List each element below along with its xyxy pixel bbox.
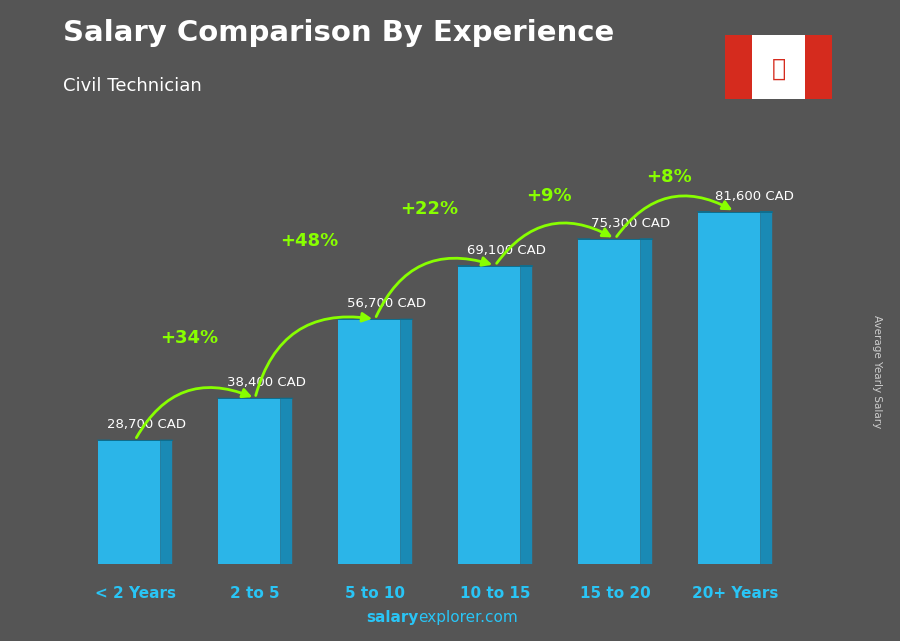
- Text: 10 to 15: 10 to 15: [460, 586, 530, 601]
- Polygon shape: [280, 398, 292, 564]
- Text: +8%: +8%: [646, 168, 692, 186]
- Text: explorer.com: explorer.com: [418, 610, 518, 625]
- Text: salary: salary: [366, 610, 418, 625]
- Polygon shape: [458, 265, 520, 564]
- Text: 56,700 CAD: 56,700 CAD: [347, 297, 427, 310]
- Text: +34%: +34%: [160, 329, 218, 347]
- Polygon shape: [725, 35, 752, 99]
- Text: 81,600 CAD: 81,600 CAD: [715, 190, 794, 203]
- Text: 75,300 CAD: 75,300 CAD: [591, 217, 670, 230]
- Polygon shape: [698, 212, 760, 564]
- Text: Salary Comparison By Experience: Salary Comparison By Experience: [63, 19, 614, 47]
- Polygon shape: [160, 440, 172, 564]
- Text: +9%: +9%: [526, 187, 572, 204]
- Text: 2 to 5: 2 to 5: [230, 586, 280, 601]
- Polygon shape: [218, 398, 280, 564]
- Text: 28,700 CAD: 28,700 CAD: [107, 419, 186, 431]
- Polygon shape: [400, 319, 412, 564]
- Text: Average Yearly Salary: Average Yearly Salary: [872, 315, 883, 428]
- Polygon shape: [98, 440, 160, 564]
- Polygon shape: [578, 239, 640, 564]
- Polygon shape: [760, 212, 772, 564]
- Text: Civil Technician: Civil Technician: [63, 77, 202, 95]
- Text: 🍁: 🍁: [771, 57, 786, 81]
- Text: +48%: +48%: [280, 233, 338, 251]
- Text: 20+ Years: 20+ Years: [692, 586, 778, 601]
- Polygon shape: [520, 265, 532, 564]
- Text: +22%: +22%: [400, 201, 458, 219]
- Polygon shape: [725, 35, 832, 99]
- Text: 15 to 20: 15 to 20: [580, 586, 651, 601]
- Text: 5 to 10: 5 to 10: [345, 586, 405, 601]
- Polygon shape: [640, 239, 652, 564]
- Polygon shape: [806, 35, 832, 99]
- Polygon shape: [338, 319, 400, 564]
- Text: 69,100 CAD: 69,100 CAD: [467, 244, 546, 257]
- Text: < 2 Years: < 2 Years: [94, 586, 176, 601]
- Text: 38,400 CAD: 38,400 CAD: [228, 376, 306, 390]
